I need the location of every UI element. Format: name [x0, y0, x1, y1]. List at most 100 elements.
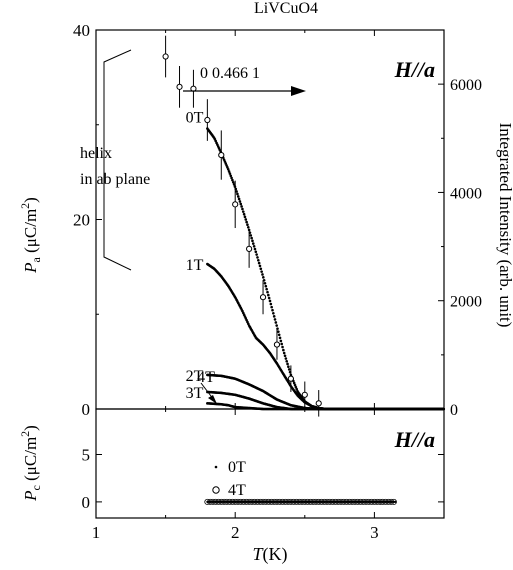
- data-point: [442, 407, 446, 411]
- data-point: [240, 205, 243, 208]
- data-point: [239, 202, 243, 206]
- data-point: [281, 345, 284, 349]
- y-axis-right-title: Integrated Intensity (arb. unit): [496, 123, 513, 328]
- data-point: [231, 180, 235, 184]
- data-point: [228, 172, 232, 175]
- data-point: [246, 223, 249, 226]
- axes: 1 2 3 0 20 40 0 2000 4000 6000 0 5: [73, 21, 482, 542]
- data-point: [267, 293, 270, 297]
- y-axis-bottom-title: Pc (μC/m2): [18, 425, 43, 502]
- data-point: [277, 333, 281, 337]
- data-point: [242, 212, 246, 216]
- data-point: [269, 302, 273, 306]
- data-point: [243, 215, 247, 219]
- helix-bracket: [103, 49, 132, 271]
- y-bottom-tick-label: 5: [82, 445, 91, 464]
- data-point: [246, 245, 253, 252]
- 4t-pointer-arrowhead: [208, 395, 217, 404]
- y-axis-left-title: Pa (μC/m2): [18, 197, 43, 274]
- data-point: [283, 354, 287, 358]
- data-point: [229, 174, 233, 178]
- data-point: [294, 385, 298, 389]
- data-point: [245, 220, 248, 224]
- series-4T: 4T: [197, 369, 446, 411]
- data-point: [278, 336, 282, 340]
- data-point: [236, 192, 239, 196]
- legend-marker-4T: [212, 486, 220, 494]
- data-point: [301, 391, 308, 398]
- data-point: [253, 247, 257, 251]
- data-point: [218, 151, 225, 159]
- data-point: [227, 170, 231, 173]
- helix-plane-label: in ab plane: [80, 171, 150, 188]
- series-label: 1T: [186, 257, 204, 274]
- data-point: [275, 324, 278, 327]
- data-point: [262, 276, 265, 279]
- data-point: [293, 383, 297, 387]
- data-point: [274, 321, 278, 324]
- helix-label: helix: [80, 145, 112, 162]
- data-point: [390, 498, 397, 505]
- data-point: [282, 351, 286, 355]
- data-point: [176, 83, 183, 90]
- y-left-tick-label: 40: [73, 21, 90, 40]
- data-point: [246, 226, 250, 229]
- data-point: [286, 362, 289, 366]
- data-point: [231, 178, 234, 182]
- wavevector-label: 0 0.466 1: [200, 65, 260, 82]
- data-point: [261, 273, 264, 276]
- data-point: [295, 387, 299, 391]
- data-point: [264, 284, 268, 288]
- data-point: [241, 207, 244, 211]
- data-point: [241, 210, 245, 213]
- data-point: [244, 218, 248, 221]
- y-left-tick-label: 20: [73, 211, 90, 230]
- data-point: [287, 375, 294, 382]
- x-axis-title: T(K): [252, 544, 287, 565]
- series-label: 2T: [186, 368, 204, 385]
- data-point: [285, 359, 289, 363]
- chart-title: LiVCuO4: [254, 0, 318, 17]
- data-point: [267, 296, 271, 300]
- data-point: [259, 294, 267, 301]
- data-point: [268, 299, 272, 303]
- data-point: [255, 253, 258, 256]
- y-right-tick-label: 4000: [450, 185, 482, 202]
- data-point: [273, 341, 281, 348]
- data-point: [257, 261, 261, 265]
- data-point: [284, 357, 288, 360]
- data-point: [272, 315, 276, 318]
- bottom-series-4T: [204, 498, 397, 505]
- data-point: [394, 500, 397, 503]
- data-point: [260, 270, 263, 273]
- y-right-tick-label: 6000: [450, 77, 482, 94]
- data-point: [265, 287, 268, 291]
- y-bottom-tick-label: 0: [82, 493, 91, 512]
- data-point: [279, 339, 283, 343]
- data-point: [272, 311, 275, 315]
- legend-label-0T: 0T: [228, 459, 246, 476]
- data-point: [315, 400, 322, 407]
- data-point: [257, 258, 260, 262]
- legend-label-4T: 4T: [228, 482, 246, 499]
- data-point: [254, 250, 258, 254]
- data-point: [273, 318, 277, 321]
- data-point: [249, 234, 253, 237]
- data-point: [162, 53, 169, 60]
- bottom-panel-label: H//a: [394, 427, 435, 452]
- data-point: [236, 195, 240, 198]
- series-label: 0T: [186, 110, 204, 127]
- data-point: [235, 190, 238, 193]
- data-point: [258, 264, 262, 268]
- data-point: [271, 308, 274, 312]
- series-0T: 0T: [186, 110, 446, 411]
- y-right-tick-label: 2000: [450, 294, 482, 311]
- series-integrated-intensity: [162, 35, 322, 417]
- data-point: [230, 176, 233, 180]
- series-label: 3T: [186, 385, 204, 402]
- series-label: 4T: [197, 369, 215, 386]
- data-point: [250, 236, 253, 240]
- data-point: [277, 330, 280, 333]
